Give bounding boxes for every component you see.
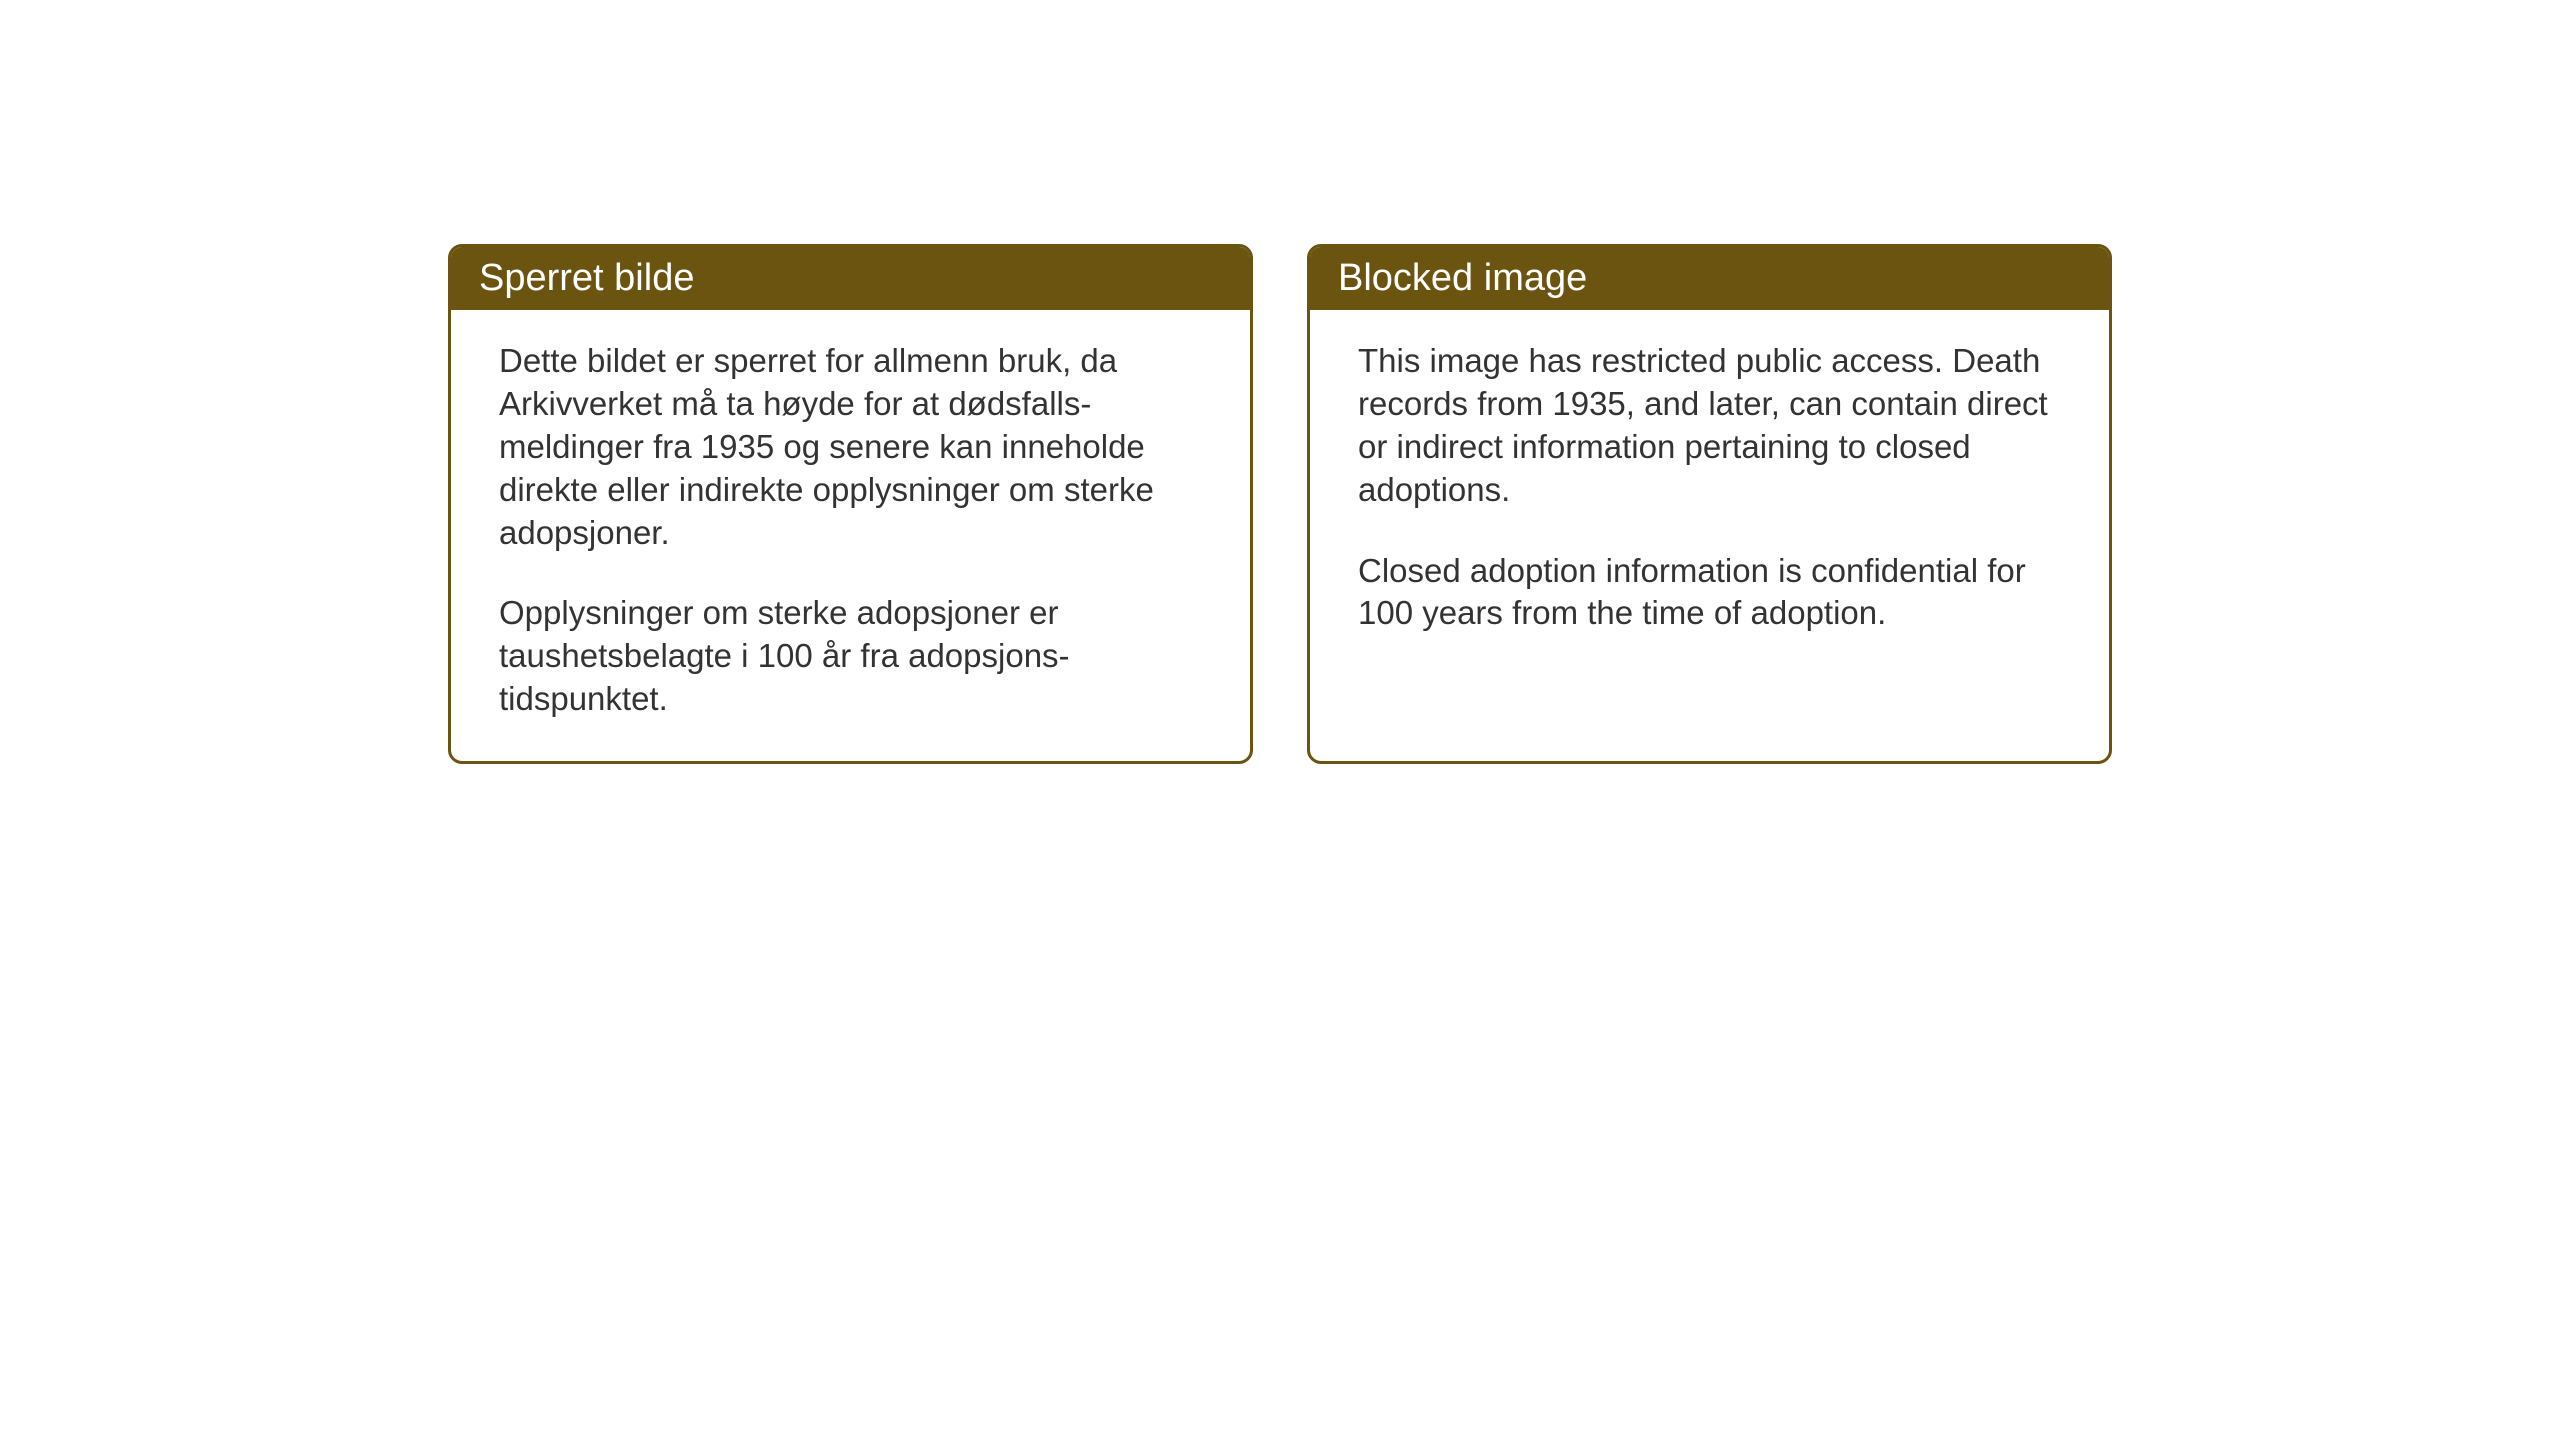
english-notice-card: Blocked image This image has restricted … — [1307, 244, 2112, 764]
norwegian-card-header: Sperret bilde — [451, 247, 1250, 310]
norwegian-paragraph-1: Dette bildet er sperret for allmenn bruk… — [499, 340, 1202, 554]
english-card-header: Blocked image — [1310, 247, 2109, 310]
english-card-title: Blocked image — [1338, 257, 1587, 299]
norwegian-paragraph-2: Opplysninger om sterke adopsjoner er tau… — [499, 592, 1202, 721]
norwegian-card-title: Sperret bilde — [479, 257, 694, 299]
english-paragraph-2: Closed adoption information is confident… — [1358, 550, 2061, 636]
norwegian-card-body: Dette bildet er sperret for allmenn bruk… — [451, 310, 1250, 761]
norwegian-notice-card: Sperret bilde Dette bildet er sperret fo… — [448, 244, 1253, 764]
english-paragraph-1: This image has restricted public access.… — [1358, 340, 2061, 512]
notice-container: Sperret bilde Dette bildet er sperret fo… — [448, 244, 2112, 764]
english-card-body: This image has restricted public access.… — [1310, 310, 2109, 748]
